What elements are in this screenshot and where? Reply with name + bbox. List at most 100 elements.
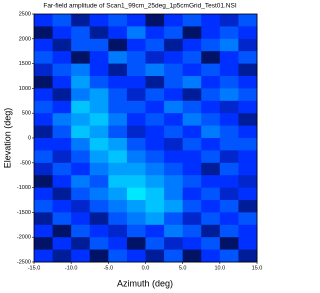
heatmap-cell xyxy=(219,212,239,226)
heatmap-cell xyxy=(71,88,91,102)
heatmap-cell xyxy=(52,237,72,251)
heatmap-cell xyxy=(89,237,109,251)
heatmap-cell xyxy=(164,150,184,164)
heatmap-cell xyxy=(34,212,54,226)
heatmap-cell xyxy=(182,76,202,89)
heatmap-cell xyxy=(71,187,91,201)
y-tick-label: 1000 xyxy=(19,86,31,92)
heatmap-cell xyxy=(126,212,146,226)
heatmap-cell xyxy=(164,125,184,139)
heatmap-cell xyxy=(201,63,221,77)
heatmap-cell xyxy=(219,26,239,40)
heatmap-cell xyxy=(108,150,128,164)
heatmap-cell xyxy=(238,63,258,77)
heatmap-cell xyxy=(126,162,146,176)
heatmap-cell xyxy=(126,187,146,201)
heatmap-cell xyxy=(52,138,72,151)
heatmap-cell xyxy=(126,249,146,263)
heatmap-cell xyxy=(34,175,54,189)
y-tick-label: 500 xyxy=(22,111,31,117)
heatmap-cell xyxy=(71,100,91,114)
heatmap-cell xyxy=(126,224,146,238)
heatmap-cell xyxy=(52,187,72,201)
heatmap-cell xyxy=(145,237,165,251)
y-tick-label: -1000 xyxy=(17,185,31,191)
heatmap-cell xyxy=(219,113,239,127)
heatmap-cell xyxy=(71,150,91,164)
heatmap-cell xyxy=(89,150,109,164)
heatmap-cell xyxy=(89,14,109,27)
heatmap-cell xyxy=(201,113,221,127)
heatmap-cell xyxy=(52,224,72,238)
heatmap-cell xyxy=(108,88,128,102)
heatmap-cell xyxy=(219,38,239,52)
heatmap-cell xyxy=(145,100,165,114)
heatmap-cell xyxy=(52,63,72,77)
x-tick-label: -15.0 xyxy=(28,265,41,271)
heatmap-cell xyxy=(108,26,128,40)
heatmap-cell xyxy=(145,224,165,238)
heatmap-cell xyxy=(164,88,184,102)
heatmap-cell xyxy=(89,162,109,176)
heatmap-cell xyxy=(108,200,128,213)
heatmap-cell xyxy=(182,113,202,127)
heatmap-cell xyxy=(164,100,184,114)
heatmap-cell xyxy=(145,63,165,77)
heatmap-cell xyxy=(238,38,258,52)
x-tick-label: 15.0 xyxy=(252,265,263,271)
heatmap-cell xyxy=(34,138,54,151)
heatmap-cell xyxy=(238,100,258,114)
heatmap-cell xyxy=(126,150,146,164)
heatmap-cell xyxy=(238,26,258,40)
heatmap-cell xyxy=(89,113,109,127)
heatmap-cell xyxy=(238,224,258,238)
heatmap-cell xyxy=(52,76,72,89)
heatmap-cell xyxy=(89,138,109,151)
heatmap-cell xyxy=(201,138,221,151)
y-tick-label: -2500 xyxy=(17,259,31,265)
x-tick-label: 10.0 xyxy=(214,265,225,271)
heatmap-cell xyxy=(89,249,109,263)
heatmap-cell xyxy=(34,200,54,213)
heatmap-cell xyxy=(108,51,128,65)
heatmap-cell xyxy=(164,237,184,251)
heatmap-cell xyxy=(201,237,221,251)
heatmap-cell xyxy=(219,175,239,189)
heatmap-cell xyxy=(182,224,202,238)
heatmap-cell xyxy=(52,162,72,176)
heatmap-cell xyxy=(71,63,91,77)
heatmap-cell xyxy=(126,51,146,65)
heatmap-cell xyxy=(71,125,91,139)
heatmap-cell xyxy=(182,249,202,263)
heatmap-cell xyxy=(71,38,91,52)
heatmap-cell xyxy=(108,237,128,251)
heatmap-cell xyxy=(219,200,239,213)
heatmap-cell xyxy=(108,138,128,151)
heatmap-cell xyxy=(238,175,258,189)
heatmap-cell xyxy=(145,14,165,27)
heatmap-cell xyxy=(219,237,239,251)
heatmap-cell xyxy=(201,249,221,263)
heatmap-cell xyxy=(145,125,165,139)
heatmap-cell xyxy=(201,88,221,102)
x-tick-label: 0.0 xyxy=(142,265,150,271)
heatmap-cell xyxy=(182,200,202,213)
heatmap-cell xyxy=(71,14,91,27)
heatmap-cell xyxy=(145,51,165,65)
x-tick-label: -5.0 xyxy=(104,265,113,271)
heatmap-cell xyxy=(182,14,202,27)
heatmap-cell xyxy=(34,224,54,238)
heatmap-cell xyxy=(126,14,146,27)
heatmap-cell xyxy=(219,138,239,151)
heatmap-cell xyxy=(34,63,54,77)
heatmap-cell xyxy=(219,224,239,238)
heatmap-cell xyxy=(201,14,221,27)
heatmap-cell xyxy=(145,26,165,40)
heatmap-cell xyxy=(71,200,91,213)
heatmap-cell xyxy=(164,212,184,226)
heatmap-cell xyxy=(201,200,221,213)
heatmap-cell xyxy=(71,237,91,251)
heatmap-cell xyxy=(126,88,146,102)
heatmap-cell xyxy=(71,175,91,189)
heatmap-cell xyxy=(219,100,239,114)
